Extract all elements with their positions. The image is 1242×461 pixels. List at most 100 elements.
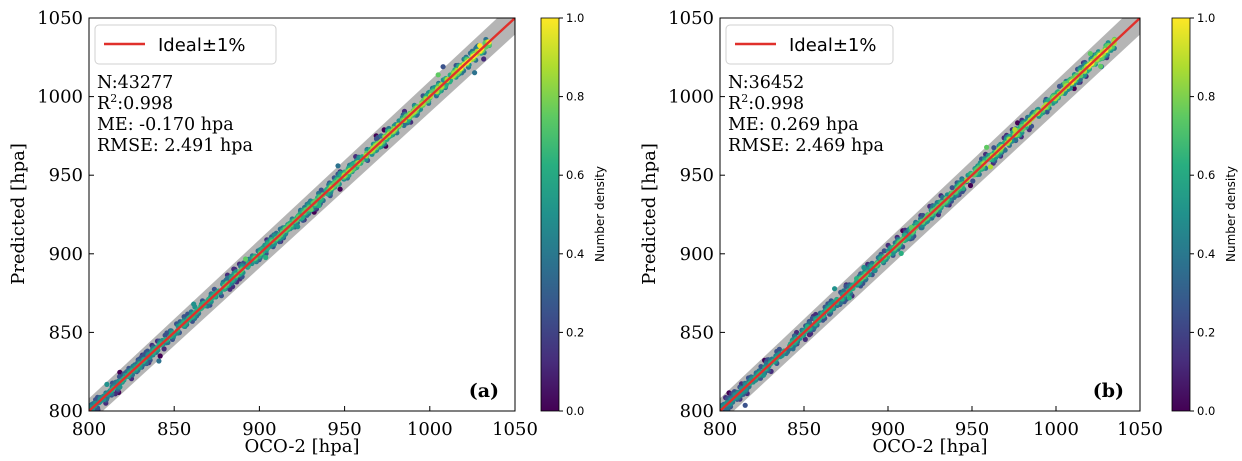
scatter-point — [1098, 63, 1104, 69]
scatter-point — [967, 182, 974, 189]
y-tick-label: 800 — [680, 401, 714, 422]
stats-a: N:43277 R2:0.998 ME: -0.170 hpa RMSE: 2.… — [97, 73, 253, 156]
scatter-point — [295, 224, 301, 230]
stat-n-b: N:36452 — [728, 73, 804, 93]
scatter-point — [1015, 120, 1021, 126]
scatter-point — [908, 224, 915, 230]
stat-rmse-b: RMSE: 2.469 hpa — [728, 136, 884, 156]
colorbar-label-b: Number density — [1224, 166, 1238, 262]
scatter-point — [1071, 85, 1077, 92]
panel-label-a: (a) — [469, 380, 499, 402]
colorbar-tick-label: 0.4 — [1197, 247, 1215, 261]
colorbar-tick-label: 0.8 — [566, 90, 584, 104]
colorbar-gradient-b — [1171, 17, 1191, 412]
colorbar-tick-label: 1.0 — [566, 11, 584, 25]
scatter-point — [846, 295, 852, 301]
y-tick-label: 1050 — [668, 8, 714, 29]
x-tick-label: 850 — [787, 419, 821, 440]
colorbar-tick-label: 0.4 — [566, 247, 584, 261]
x-tick-label: 950 — [955, 419, 989, 440]
colorbar-tick-label: 0.2 — [1197, 325, 1215, 339]
scatter-point — [881, 248, 887, 254]
colorbar-ticks-a: 0.0 0.2 0.4 0.6 0.8 1.0 — [559, 11, 584, 418]
plot-frame-a — [88, 17, 516, 412]
y-tick-label: 950 — [49, 165, 83, 186]
ideal-line-a — [89, 18, 515, 411]
panel-a: 800 850 900 950 1000 1050 800 850 900 950 1000 105… — [8, 8, 607, 457]
scatter-point — [481, 56, 487, 62]
x-tick-label: 950 — [327, 419, 361, 440]
colorbar-tick-label: 0.8 — [1197, 90, 1215, 104]
scatter-point — [806, 332, 813, 338]
plot-area-b — [720, 18, 1140, 411]
scatter-point — [776, 346, 783, 352]
scatter-point — [832, 286, 838, 292]
y-tick-label: 950 — [680, 165, 714, 186]
colorbar-tick-label: 0.0 — [1197, 404, 1215, 418]
y-tick-label: 900 — [680, 244, 714, 265]
y-tick-label: 800 — [49, 401, 83, 422]
scatter-point — [949, 185, 955, 191]
stat-n-a: N:43277 — [97, 73, 173, 93]
colorbar-tick-label: 1.0 — [1197, 11, 1215, 25]
y-axis-label-a: Predicted [hpa] — [8, 143, 29, 285]
plot-frame-b — [719, 17, 1141, 412]
scatter-point — [970, 178, 976, 184]
colorbar-b: 0.0 0.2 0.4 0.6 0.8 1.0 Number density — [1171, 11, 1238, 418]
scatter-point — [987, 164, 994, 170]
stat-me-b: ME: 0.269 hpa — [728, 115, 859, 135]
colorbar-a: 0.0 0.2 0.4 0.6 0.8 1.0 Number density — [540, 11, 607, 418]
scatter-point — [335, 163, 341, 169]
ideal-line-b — [720, 18, 1140, 411]
scatter-point — [104, 381, 110, 387]
y-axis-label-b: Predicted [hpa] — [639, 143, 660, 285]
x-tick-label: 800 — [72, 419, 106, 440]
scatter-point — [991, 145, 997, 151]
stat-me-a: ME: -0.170 hpa — [97, 115, 234, 135]
stat-r2-b: R2:0.998 — [728, 92, 804, 114]
y-tick-label: 850 — [49, 322, 83, 343]
x-tick-label: 1000 — [1033, 419, 1079, 440]
scatter-point — [161, 346, 167, 352]
legend-label-a: Ideal±1% — [158, 35, 245, 56]
colorbar-tick-label: 0.0 — [566, 404, 584, 418]
y-tick-label: 1050 — [37, 8, 83, 29]
x-tick-label: 900 — [242, 419, 276, 440]
scatter-point — [162, 332, 168, 338]
legend-box-a — [94, 24, 277, 65]
colorbar-tick-label: 0.6 — [1197, 168, 1215, 182]
scatter-point — [1087, 51, 1093, 57]
scatter-point — [802, 336, 808, 342]
x-tick-label: 850 — [157, 419, 191, 440]
stat-rmse-a: RMSE: 2.491 hpa — [97, 136, 253, 156]
panel-b: 800 850 900 950 1000 1050 800 850 900 950 1000 105… — [639, 8, 1238, 457]
legend-b: Ideal±1% — [725, 24, 894, 65]
scatter-point — [243, 256, 249, 262]
scatter-point — [156, 358, 162, 364]
x-tick-label: 1000 — [407, 419, 453, 440]
x-axis-label-a: OCO-2 [hpa] — [244, 436, 359, 457]
legend-a: Ideal±1% — [94, 24, 277, 65]
x-axis-label-b: OCO-2 [hpa] — [872, 436, 987, 457]
y-tick-label: 900 — [49, 244, 83, 265]
scatter-point — [861, 264, 867, 271]
scatter-point — [472, 70, 478, 76]
stat-r2-a: R2:0.998 — [97, 92, 173, 114]
scatter-point — [854, 276, 860, 282]
plot-area-a — [89, 18, 515, 411]
colorbar-tick-label: 0.2 — [566, 325, 584, 339]
x-tick-label: 900 — [871, 419, 905, 440]
scatter-point — [157, 353, 163, 359]
scatter-point — [435, 72, 441, 78]
y-axis-ticks-a: 800 850 900 950 1000 1050 — [37, 8, 94, 422]
scatter-point — [898, 250, 904, 256]
x-axis-ticks-b: 800 850 900 950 1000 1050 — [703, 406, 1163, 440]
scatter-point — [337, 186, 343, 192]
scatter-point — [263, 254, 269, 261]
colorbar-ticks-b: 0.0 0.2 0.4 0.6 0.8 1.0 — [1190, 11, 1215, 418]
y-tick-label: 1000 — [668, 87, 714, 108]
stats-b: N:36452 R2:0.998 ME: 0.269 hpa RMSE: 2.4… — [728, 73, 884, 156]
scatter-point — [440, 64, 446, 70]
scatter-point — [374, 136, 380, 142]
